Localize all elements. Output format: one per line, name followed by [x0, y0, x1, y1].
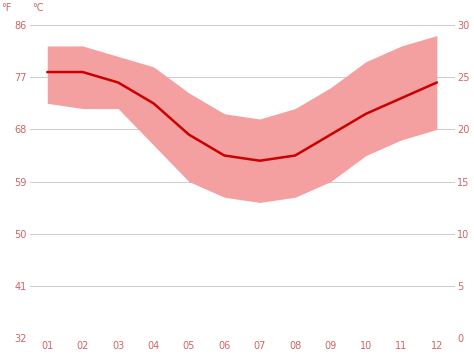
Text: °F: °F [1, 2, 11, 12]
Text: °C: °C [32, 2, 44, 12]
